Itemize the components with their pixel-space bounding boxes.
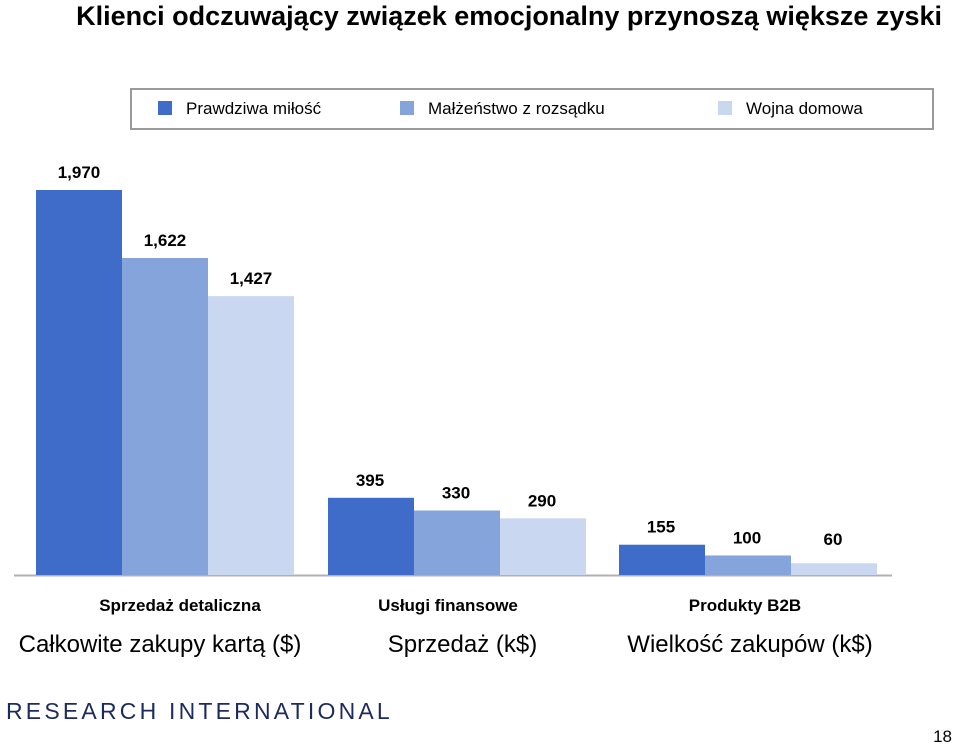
legend-item-1: Prawdziwa miłość [158, 99, 321, 119]
metric-label-financial: Sprzedaż (k$) [387, 631, 538, 658]
bar-label-g2-s1: 395 [356, 471, 384, 490]
legend-item-2: Małżeństwo z rozsądku [400, 99, 605, 119]
page-number: 18 [933, 727, 952, 746]
chart-title: Klienci odczuwający związek emocjonalny … [76, 1, 942, 31]
bar-g2-s2 [414, 510, 500, 575]
bar-label-g2-s3: 290 [528, 491, 556, 510]
legend-label-2: Małżeństwo z rozsądku [428, 99, 605, 118]
bar-label-g2-s2: 330 [442, 484, 470, 503]
bar-label-g3-s2: 100 [733, 528, 761, 547]
legend-label-3: Wojna domowa [746, 99, 863, 118]
bar-label-g1-s3: 1,427 [230, 269, 273, 288]
bar-g1-s1 [36, 190, 122, 575]
bar-label-g3-s3: 60 [824, 530, 843, 549]
bar-g3-s2 [705, 555, 791, 575]
legend-swatch-3 [718, 101, 732, 115]
bar-g2-s1 [328, 497, 414, 575]
legend-item-3: Wojna domowa [718, 99, 863, 119]
legend-swatch-1 [158, 101, 172, 115]
bar-g2-s3 [500, 518, 586, 575]
bar-g1-s3 [208, 296, 294, 575]
bar-g1-s2 [122, 258, 208, 575]
legend-swatch-2 [400, 101, 414, 115]
bar-label-g1-s1: 1,970 [58, 163, 101, 182]
bar-g3-s3 [791, 563, 877, 575]
category-label-b2b: Produkty B2B [688, 596, 802, 615]
bar-label-g3-s1: 155 [647, 518, 675, 537]
legend-label-1: Prawdziwa miłość [186, 99, 322, 118]
legend: Prawdziwa miłość Małżeństwo z rozsądku W… [130, 88, 934, 130]
bar-label-g1-s2: 1,622 [144, 231, 187, 250]
category-label-retail: Sprzedaż detaliczna [99, 596, 261, 615]
category-label-financial: Usługi finansowe [378, 596, 518, 615]
metric-label-retail: Całkowite zakupy kartą ($) [18, 631, 302, 658]
bar-g3-s1 [619, 544, 705, 575]
metric-label-b2b: Wielkość zakupów (k$) [627, 631, 873, 658]
research-international-logo: RESEARCH INTERNATIONAL [6, 698, 393, 724]
